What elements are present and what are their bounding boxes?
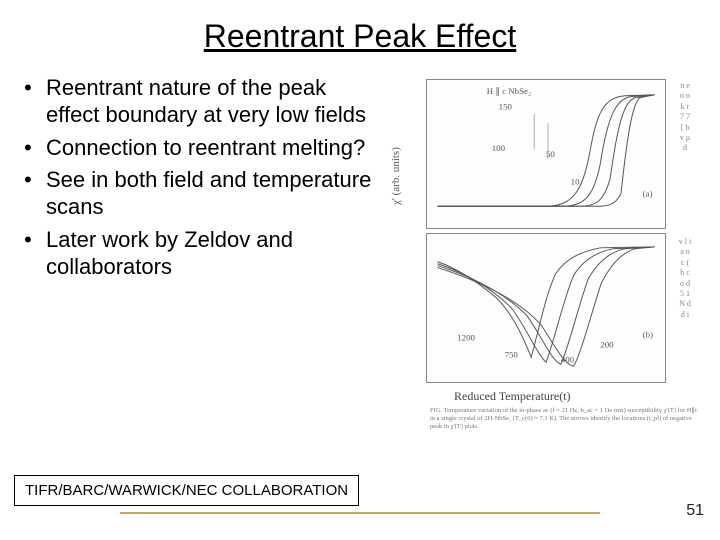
footer-rule	[120, 512, 600, 514]
bullet-item: See in both field and temperature scans	[24, 167, 384, 221]
page-number: 51	[686, 502, 704, 520]
figure-caption: FIG. Temperature variation of the in-pha…	[430, 407, 700, 430]
bullet-list: Reentrant nature of the peak effect boun…	[24, 75, 384, 281]
curve-label: 1200	[457, 333, 475, 343]
side-notes-b: v l i a n c ( b c o d 5 1 N d d i	[678, 237, 692, 320]
panel-a-svg: H ∥ c NbSe₂ 0 -0.2 -0.4 -0.6 -0.8 -1 150…	[427, 80, 665, 228]
bullet-item: Connection to reentrant melting?	[24, 135, 384, 162]
slide-title: Reentrant Peak Effect	[0, 0, 720, 75]
bullet-item: Reentrant nature of the peak effect boun…	[24, 75, 384, 129]
figure-column: χ' (arb. units) H ∥ c NbSe₂ 0 -0.2 -0.4 …	[394, 75, 704, 435]
figure: χ' (arb. units) H ∥ c NbSe₂ 0 -0.2 -0.4 …	[394, 75, 694, 435]
curve-label: 150	[499, 102, 513, 112]
curve-label: 100	[492, 143, 506, 153]
panel-a-label: (a)	[643, 188, 653, 198]
bullet-item: Later work by Zeldov and collaborators	[24, 227, 384, 281]
panel-a-header: H ∥ c NbSe₂	[487, 86, 531, 96]
panel-a: H ∥ c NbSe₂ 0 -0.2 -0.4 -0.6 -0.8 -1 150…	[426, 79, 666, 229]
y-axis-label: χ' (arb. units)	[390, 147, 402, 205]
bullet-column: Reentrant nature of the peak effect boun…	[24, 75, 394, 435]
curve	[437, 247, 654, 366]
curve-label: 200	[600, 339, 614, 349]
curve	[437, 247, 654, 362]
curve-label: 750	[505, 349, 519, 359]
x-axis-label: Reduced Temperature(t)	[454, 389, 571, 404]
curve-label: 400	[561, 354, 575, 364]
curve	[437, 247, 654, 364]
collaboration-box: TIFR/BARC/WARWICK/NEC COLLABORATION	[14, 475, 359, 506]
side-notes-a: n e o n k r 7 7 [ b v μ d	[678, 81, 692, 154]
curve-label: 10	[571, 177, 580, 187]
panel-b: 0 -0.2 -0.4 -0.6 -0.8 1200 750 400 200 (…	[426, 233, 666, 383]
panel-b-label: (b)	[643, 330, 653, 340]
content-row: Reentrant nature of the peak effect boun…	[0, 75, 720, 435]
panel-b-svg: 0 -0.2 -0.4 -0.6 -0.8 1200 750 400 200 (…	[427, 234, 665, 382]
curve-label: 50	[546, 149, 555, 159]
